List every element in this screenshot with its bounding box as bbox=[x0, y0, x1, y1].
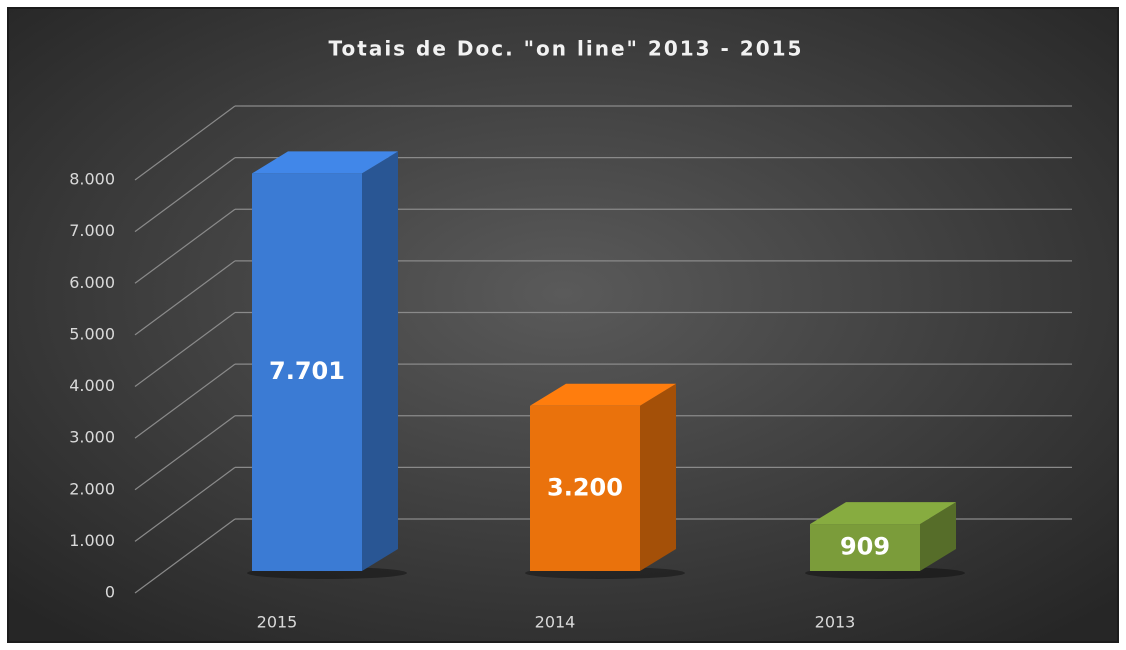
bar-top bbox=[530, 383, 676, 406]
y-tick-label: 5.000 bbox=[69, 324, 115, 343]
grid-line-side bbox=[134, 312, 236, 387]
grid-line-side bbox=[134, 466, 236, 542]
y-tick-label: 4.000 bbox=[69, 376, 115, 395]
y-tick-label: 1.000 bbox=[69, 531, 115, 550]
grid-line-side bbox=[134, 105, 236, 181]
bar bbox=[530, 405, 640, 571]
chart-title: Totais de Doc. "on line" 2013 - 2015 bbox=[329, 37, 804, 61]
bar-side bbox=[920, 502, 956, 571]
bar-top bbox=[252, 151, 398, 174]
y-tick-label: 3.000 bbox=[69, 428, 115, 447]
bar-side bbox=[640, 383, 676, 571]
grid-line-side bbox=[134, 363, 236, 439]
grid-line-side bbox=[134, 518, 236, 594]
y-tick-label: 2.000 bbox=[69, 479, 115, 498]
y-tick-label: 7.000 bbox=[69, 221, 115, 240]
y-tick-label: 6.000 bbox=[69, 273, 115, 292]
x-tick-label: 2014 bbox=[535, 613, 576, 632]
grid-line-side bbox=[134, 157, 236, 233]
bar bbox=[252, 173, 362, 571]
data-label: 909 bbox=[840, 533, 890, 561]
y-tick-label: 8.000 bbox=[69, 170, 115, 189]
grid-line-side bbox=[134, 415, 236, 491]
bar-side bbox=[362, 151, 398, 571]
grid-line-side bbox=[134, 260, 236, 336]
y-tick-label: 0 bbox=[105, 583, 115, 602]
x-tick-label: 2015 bbox=[257, 613, 298, 632]
grid-line-side bbox=[134, 208, 236, 284]
data-label: 7.701 bbox=[269, 357, 345, 385]
data-label: 3.200 bbox=[547, 473, 623, 501]
bar-top bbox=[810, 502, 956, 525]
bar bbox=[810, 524, 920, 571]
x-tick-label: 2013 bbox=[815, 613, 856, 632]
